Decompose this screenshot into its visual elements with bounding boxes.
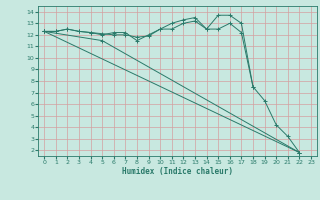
X-axis label: Humidex (Indice chaleur): Humidex (Indice chaleur)	[122, 167, 233, 176]
